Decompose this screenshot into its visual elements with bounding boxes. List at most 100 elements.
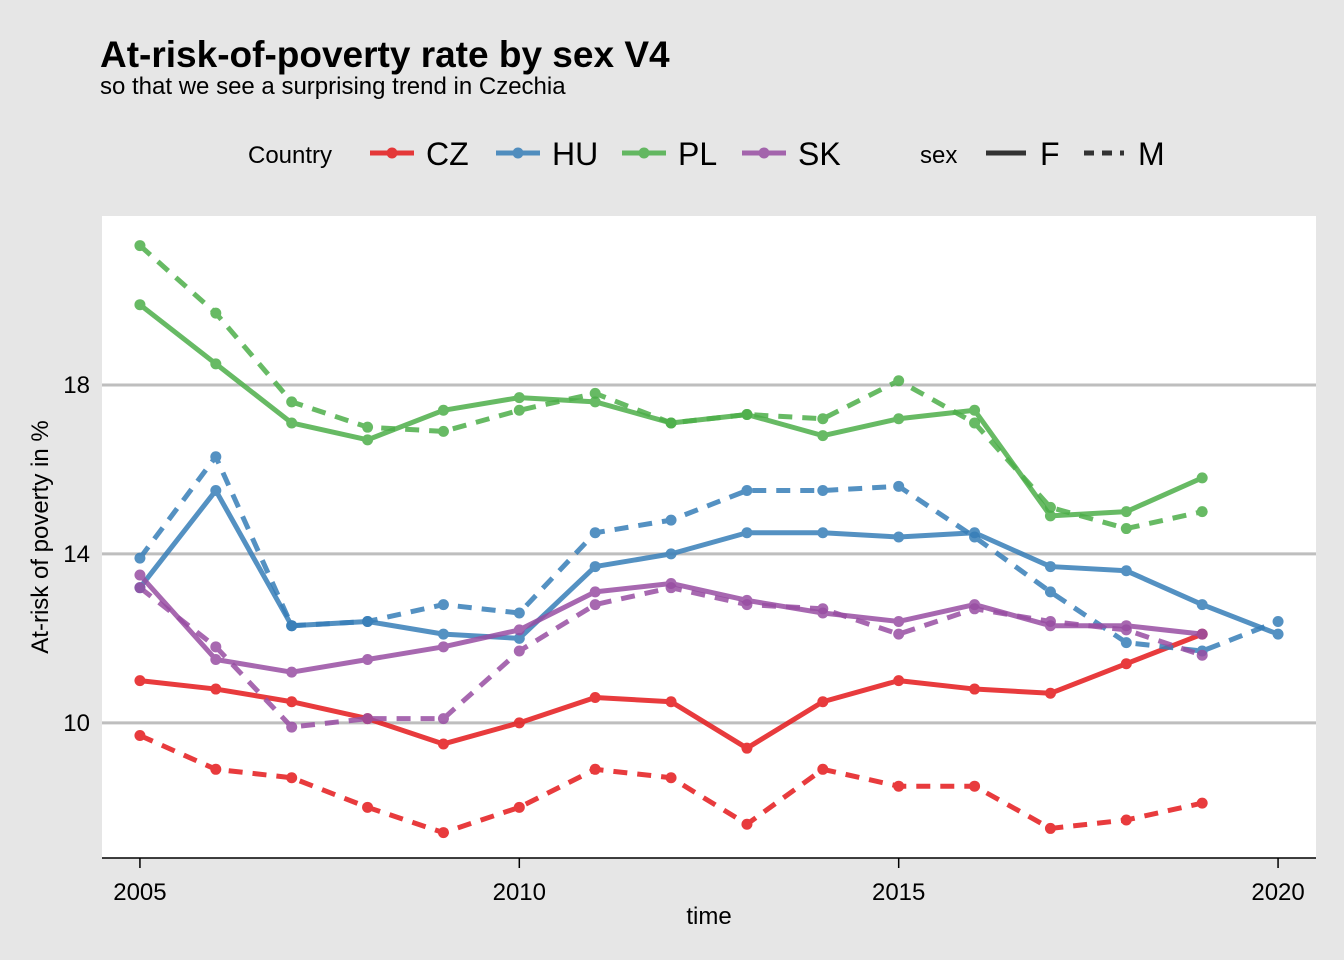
point-hu-m-2011 — [589, 527, 601, 539]
point-pl-m-2013 — [741, 409, 753, 421]
point-cz-f-2009 — [437, 738, 449, 750]
point-pl-f-2015 — [893, 413, 905, 425]
point-pl-m-2014 — [817, 413, 829, 425]
point-pl-m-2016 — [969, 417, 981, 429]
point-pl-m-2005 — [134, 240, 146, 252]
point-cz-m-2009 — [437, 827, 449, 839]
point-cz-f-2018 — [1120, 658, 1132, 670]
y-tick-label-14: 14 — [63, 541, 90, 568]
legend-item-sk — [742, 147, 786, 159]
chart-title: At-risk-of-poverty rate by sex V4 — [100, 34, 670, 75]
point-hu-m-2018 — [1120, 637, 1132, 649]
legend-label-pl: PL — [678, 136, 717, 172]
x-tick-label-2020: 2020 — [1251, 879, 1304, 906]
point-cz-m-2017 — [1044, 822, 1056, 834]
point-pl-f-2006 — [210, 358, 222, 370]
point-hu-f-2019 — [1196, 599, 1208, 611]
legend-item-cz — [370, 147, 414, 159]
legend-label-cz: CZ — [426, 136, 469, 172]
point-pl-m-2008 — [362, 421, 374, 433]
point-cz-m-2007 — [286, 772, 298, 784]
point-hu-m-2009 — [437, 599, 449, 611]
point-cz-f-2015 — [893, 675, 905, 687]
point-sk-f-2009 — [437, 641, 449, 653]
point-pl-m-2015 — [893, 375, 905, 387]
point-cz-f-2017 — [1044, 687, 1056, 699]
point-hu-f-2018 — [1120, 565, 1132, 577]
point-cz-m-2019 — [1196, 797, 1208, 809]
point-sk-m-2018 — [1120, 624, 1132, 636]
point-pl-m-2006 — [210, 307, 222, 319]
point-sk-m-2013 — [741, 599, 753, 611]
point-hu-f-2012 — [665, 548, 677, 560]
series-cz-m — [134, 730, 1208, 839]
point-pl-m-2011 — [589, 387, 601, 399]
point-cz-f-2011 — [589, 692, 601, 703]
point-cz-m-2010 — [513, 801, 525, 813]
point-pl-m-2018 — [1120, 523, 1132, 535]
point-hu-m-2017 — [1044, 586, 1056, 598]
series-cz-f — [134, 628, 1208, 754]
chart-subtitle: so that we see a surprising trend in Cze… — [100, 73, 566, 100]
point-pl-f-2016 — [969, 404, 981, 416]
series-pl-m — [134, 240, 1208, 535]
point-cz-m-2006 — [210, 763, 222, 775]
point-hu-f-2011 — [589, 561, 601, 573]
y-tick-label-18: 18 — [63, 372, 90, 399]
legend-sex-title: sex — [920, 142, 957, 169]
point-sk-m-2015 — [893, 628, 905, 640]
point-hu-f-2014 — [817, 527, 829, 539]
y-axis-label: At-risk of poverty in % — [27, 420, 54, 653]
point-cz-m-2013 — [741, 818, 753, 830]
point-hu-f-2013 — [741, 527, 753, 539]
y-axis-ticks: 10 14 18 — [63, 372, 90, 737]
point-cz-m-2012 — [665, 772, 677, 784]
series-line-hu-m — [137, 454, 1279, 654]
point-hu-m-2015 — [893, 480, 905, 492]
point-sk-f-2019 — [1196, 628, 1208, 640]
legend-country-title: Country — [248, 142, 332, 169]
point-hu-m-2006 — [210, 451, 222, 463]
y-tick-label-10: 10 — [63, 710, 90, 737]
point-hu-m-2014 — [817, 485, 829, 497]
legend-label-sk: SK — [798, 136, 841, 172]
point-hu-m-2012 — [665, 514, 677, 526]
point-cz-m-2005 — [134, 730, 146, 742]
series-sk-m — [134, 582, 1208, 733]
point-cz-m-2014 — [817, 763, 829, 775]
legend-key-point-pl — [638, 147, 650, 159]
point-pl-f-2018 — [1120, 506, 1132, 518]
point-sk-m-2011 — [589, 599, 601, 611]
point-pl-f-2019 — [1196, 472, 1208, 484]
point-pl-f-2010 — [513, 392, 525, 404]
legend-label-hu: HU — [552, 136, 598, 172]
point-sk-f-2005 — [134, 569, 146, 581]
legend-label-sex-m: M — [1138, 136, 1165, 172]
point-sk-f-2008 — [362, 653, 374, 665]
point-hu-f-2006 — [210, 485, 222, 497]
plot-panel — [102, 216, 1316, 858]
point-pl-m-2017 — [1044, 501, 1056, 513]
point-sk-f-2011 — [589, 586, 601, 598]
point-cz-m-2011 — [589, 763, 601, 775]
point-hu-f-2020 — [1272, 628, 1284, 640]
point-cz-f-2010 — [513, 717, 525, 729]
x-axis-ticks: 2005 2010 2015 2020 — [113, 858, 1305, 906]
point-pl-f-2007 — [286, 417, 298, 429]
x-tick-label-2005: 2005 — [113, 879, 166, 906]
point-sk-m-2019 — [1196, 649, 1208, 661]
point-hu-m-2010 — [513, 607, 525, 619]
point-hu-m-2007 — [286, 620, 298, 632]
point-sk-m-2005 — [134, 582, 146, 594]
series-hu-m — [134, 451, 1284, 657]
legend-countries: CZ HU PL SK — [370, 136, 841, 172]
point-hu-m-2005 — [134, 552, 146, 564]
legend-key-point-hu — [512, 147, 524, 159]
point-hu-m-2016 — [969, 531, 981, 543]
point-hu-m-2013 — [741, 485, 753, 497]
legend-item-hu — [496, 147, 540, 159]
point-cz-f-2016 — [969, 683, 981, 695]
point-cz-m-2015 — [893, 780, 905, 792]
